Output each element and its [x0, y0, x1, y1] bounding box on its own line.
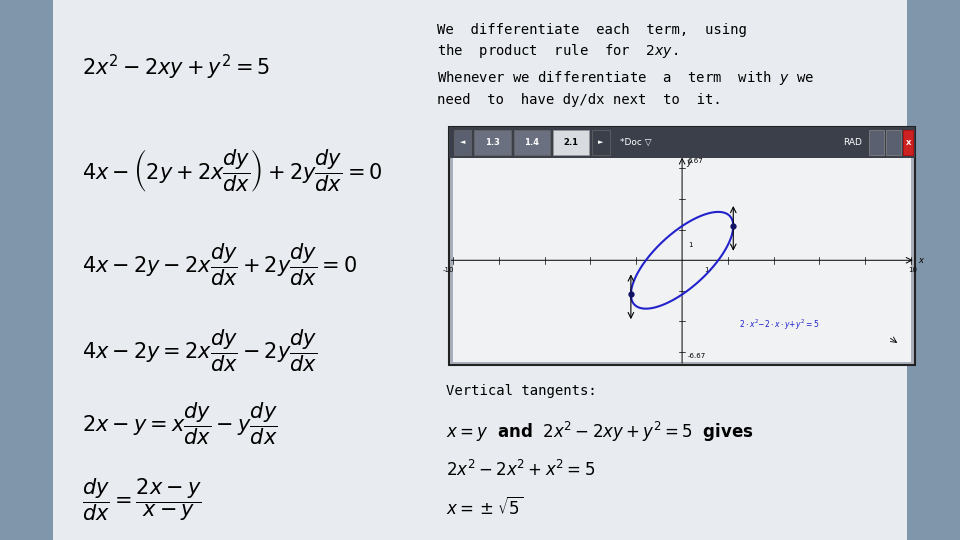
Text: $4x - 2y = 2x\dfrac{dy}{dx} - 2y\dfrac{dy}{dx}$: $4x - 2y = 2x\dfrac{dy}{dx} - 2y\dfrac{d…: [82, 328, 317, 374]
Text: x: x: [918, 256, 923, 265]
Bar: [449, 127, 915, 364]
Text: *Doc ▽: *Doc ▽: [620, 138, 652, 147]
Bar: [454, 130, 471, 155]
Text: 1.4: 1.4: [524, 138, 540, 147]
Bar: [53, 0, 907, 540]
Bar: [449, 127, 915, 158]
Text: y: y: [685, 158, 691, 167]
Text: need  to  have dy/dx next  to  it.: need to have dy/dx next to it.: [437, 93, 722, 107]
Text: X: X: [905, 139, 911, 146]
Text: 1: 1: [687, 242, 692, 248]
Text: 1.3: 1.3: [485, 138, 500, 147]
Text: ◄: ◄: [460, 139, 466, 146]
Text: $2 \cdot x^2{-}2 \cdot x \cdot y{+}y^2{=}5$: $2 \cdot x^2{-}2 \cdot x \cdot y{+}y^2{=…: [739, 318, 820, 332]
Bar: [592, 130, 610, 155]
Bar: [886, 130, 901, 155]
Text: Vertical tangents:: Vertical tangents:: [446, 384, 597, 399]
Text: $x = \pm\sqrt{5}$: $x = \pm\sqrt{5}$: [446, 497, 524, 518]
Bar: [903, 130, 913, 155]
Text: $4x - \left(2y + 2x\dfrac{dy}{dx}\right) + 2y\dfrac{dy}{dx} = 0$: $4x - \left(2y + 2x\dfrac{dy}{dx}\right)…: [82, 146, 382, 194]
Text: $2x - y = x\dfrac{dy}{dx} - y\dfrac{dy}{dx}$: $2x - y = x\dfrac{dy}{dx} - y\dfrac{dy}{…: [82, 401, 277, 447]
Text: 2.1: 2.1: [564, 138, 579, 147]
Text: -6.67: -6.67: [687, 353, 707, 359]
Text: $2x^2 - 2xy + y^2 = 5$: $2x^2 - 2xy + y^2 = 5$: [82, 53, 270, 82]
Text: 10: 10: [908, 267, 918, 273]
Text: the  product  rule  for  $2xy$.: the product rule for $2xy$.: [437, 42, 678, 60]
Bar: [514, 130, 550, 155]
Text: We  differentiate  each  term,  using: We differentiate each term, using: [437, 23, 747, 37]
Text: $2x^2 - 2x^2 + x^2 = 5$: $2x^2 - 2x^2 + x^2 = 5$: [446, 460, 595, 480]
Text: ►: ►: [598, 139, 604, 146]
Text: 1: 1: [705, 267, 709, 273]
Text: $4x - 2y - 2x\dfrac{dy}{dx} + 2y\dfrac{dy}{dx} = 0$: $4x - 2y - 2x\dfrac{dy}{dx} + 2y\dfrac{d…: [82, 241, 357, 288]
Text: $x = y$  $\mathbf{and}$  $2x^2 - 2xy + y^2 = 5$  $\mathbf{gives}$: $x = y$ $\mathbf{and}$ $2x^2 - 2xy + y^2…: [446, 420, 755, 444]
Text: $\dfrac{dy}{dx} = \dfrac{2x - y}{x - y}$: $\dfrac{dy}{dx} = \dfrac{2x - y}{x - y}$: [82, 476, 202, 523]
Text: -10: -10: [443, 267, 454, 273]
Text: 6.67: 6.67: [687, 158, 704, 164]
Bar: [553, 130, 589, 155]
Text: RAD: RAD: [843, 138, 862, 147]
Bar: [474, 130, 511, 155]
Bar: [869, 130, 884, 155]
Bar: [453, 158, 911, 362]
Text: Whenever we differentiate  a  term  with $y$ we: Whenever we differentiate a term with $y…: [437, 69, 814, 87]
